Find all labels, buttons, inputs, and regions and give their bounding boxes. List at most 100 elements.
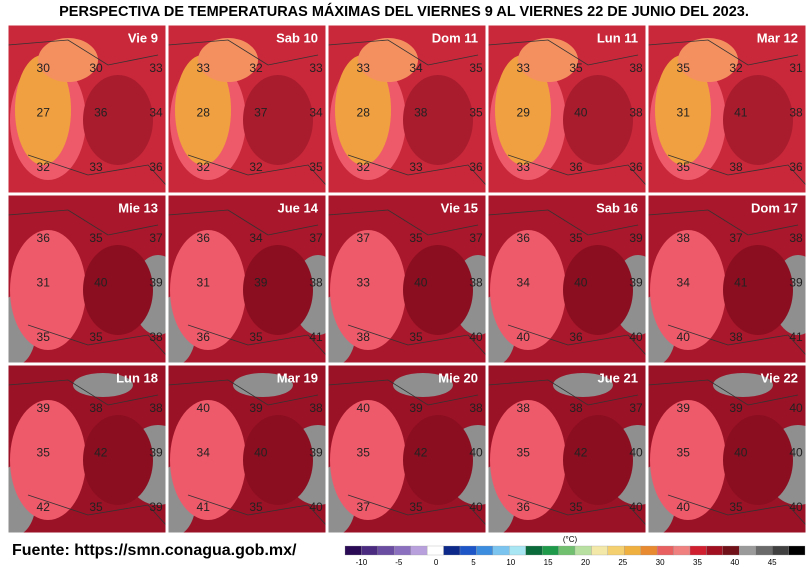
temperature-value: 37: [357, 231, 371, 245]
temperature-value: 35: [409, 500, 423, 514]
panel-body: [8, 195, 166, 363]
panel-frame: [167, 24, 327, 194]
legend-swatch: [706, 545, 724, 556]
panel-label: Dom 11: [432, 30, 478, 45]
temperature-value: 41: [309, 330, 323, 344]
temperature-value: 40: [469, 500, 483, 514]
border-line: [648, 379, 806, 526]
border-line: [168, 379, 326, 526]
temperature-value: 29: [517, 106, 531, 120]
temperature-value: 39: [309, 446, 323, 460]
legend-swatch: [624, 545, 641, 556]
map-panel: Jue 14 36 34 37 31 39 38 36 35 41: [167, 194, 327, 364]
panel-body: [8, 365, 166, 533]
panel-body: [488, 365, 646, 533]
warm-area: [490, 230, 566, 350]
panel-label: Vie 15: [441, 200, 478, 215]
legend-label: 35: [693, 558, 702, 567]
panel-body: [328, 25, 486, 193]
panel-label: Dom 17: [751, 200, 798, 215]
temperature-value: 39: [629, 231, 643, 245]
hot-core: [83, 415, 153, 505]
hot-core: [723, 245, 793, 335]
temperature-value: 33: [89, 160, 103, 174]
temperature-value: 27: [37, 106, 51, 120]
gray-area: [713, 373, 773, 397]
warm-area: [330, 400, 406, 520]
temperature-value: 32: [249, 61, 263, 75]
temperature-value: 40: [789, 446, 803, 460]
panel-body: [328, 195, 486, 363]
panel-label: Jue 21: [598, 370, 638, 385]
temperature-value: 33: [517, 61, 531, 75]
temperature-value: 39: [254, 276, 268, 290]
temperature-value: 40: [197, 401, 211, 415]
border-line: [168, 39, 326, 186]
temperature-value: 33: [409, 160, 423, 174]
legend-unit: (°C): [563, 535, 578, 544]
temperature-value: 36: [569, 330, 583, 344]
legend-swatch: [607, 545, 625, 556]
temperature-value: 30: [89, 61, 103, 75]
panel-frame: [327, 24, 487, 194]
panel-body: [648, 195, 806, 363]
legend-swatch: [722, 545, 740, 556]
panel-label: Sab 16: [596, 200, 638, 215]
temperature-value: 35: [569, 61, 583, 75]
panel-label: Mie 13: [118, 200, 158, 215]
panel-body: [328, 365, 486, 533]
temperature-value: 35: [89, 231, 103, 245]
cool-area: [518, 38, 578, 82]
temperature-value: 31: [677, 106, 691, 120]
panel-frame: [167, 364, 327, 534]
temperature-value: 38: [149, 330, 163, 344]
temperature-value: 38: [469, 401, 483, 415]
temperature-value: 35: [469, 61, 483, 75]
warm-area: [10, 400, 86, 520]
temperature-value: 35: [569, 231, 583, 245]
panel-frame: [647, 194, 807, 364]
temperature-value: 35: [469, 106, 483, 120]
hot-core: [243, 75, 313, 165]
temperature-value: 38: [469, 276, 483, 290]
temperature-value: 40: [789, 500, 803, 514]
hot-core: [563, 415, 633, 505]
panel-frame: [487, 194, 647, 364]
panel-body: [488, 25, 646, 193]
legend-label: 25: [618, 558, 627, 567]
legend-swatch: [410, 545, 428, 556]
legend-swatch: [525, 545, 543, 556]
legend-swatch: [509, 545, 526, 556]
legend-label: 45: [768, 558, 777, 567]
temperature-value: 35: [89, 500, 103, 514]
warm-area: [650, 400, 726, 520]
temperature-value: 38: [629, 61, 643, 75]
legend-swatch: [492, 545, 510, 556]
temperature-value: 35: [409, 330, 423, 344]
legend-swatch: [591, 545, 609, 556]
temperature-value: 28: [197, 106, 211, 120]
temperature-value: 33: [197, 61, 211, 75]
border-line: [168, 209, 326, 356]
border-line: [648, 209, 806, 356]
temperature-value: 35: [249, 330, 263, 344]
border-line: [328, 209, 486, 356]
temperature-value: 40: [94, 276, 108, 290]
temperature-value: 35: [89, 330, 103, 344]
border-line: [8, 209, 166, 356]
temperature-value: 34: [149, 106, 163, 120]
hot-core: [563, 75, 633, 165]
temperature-value: 34: [249, 231, 263, 245]
temperature-value: 37: [254, 106, 268, 120]
temperature-value: 40: [629, 446, 643, 460]
warm-area: [330, 230, 406, 350]
temperature-value: 40: [414, 276, 428, 290]
temperature-value: 39: [149, 446, 163, 460]
panel-label: Sab 10: [276, 30, 318, 45]
legend-label: 5: [471, 558, 476, 567]
temperature-value: 40: [469, 446, 483, 460]
temperature-value: 38: [729, 330, 743, 344]
temperature-value: 41: [734, 276, 748, 290]
panel-label: Lun 18: [116, 370, 158, 385]
map-panel: Vie 9 30 30 33 27 36 34 32 33 36: [7, 24, 167, 194]
